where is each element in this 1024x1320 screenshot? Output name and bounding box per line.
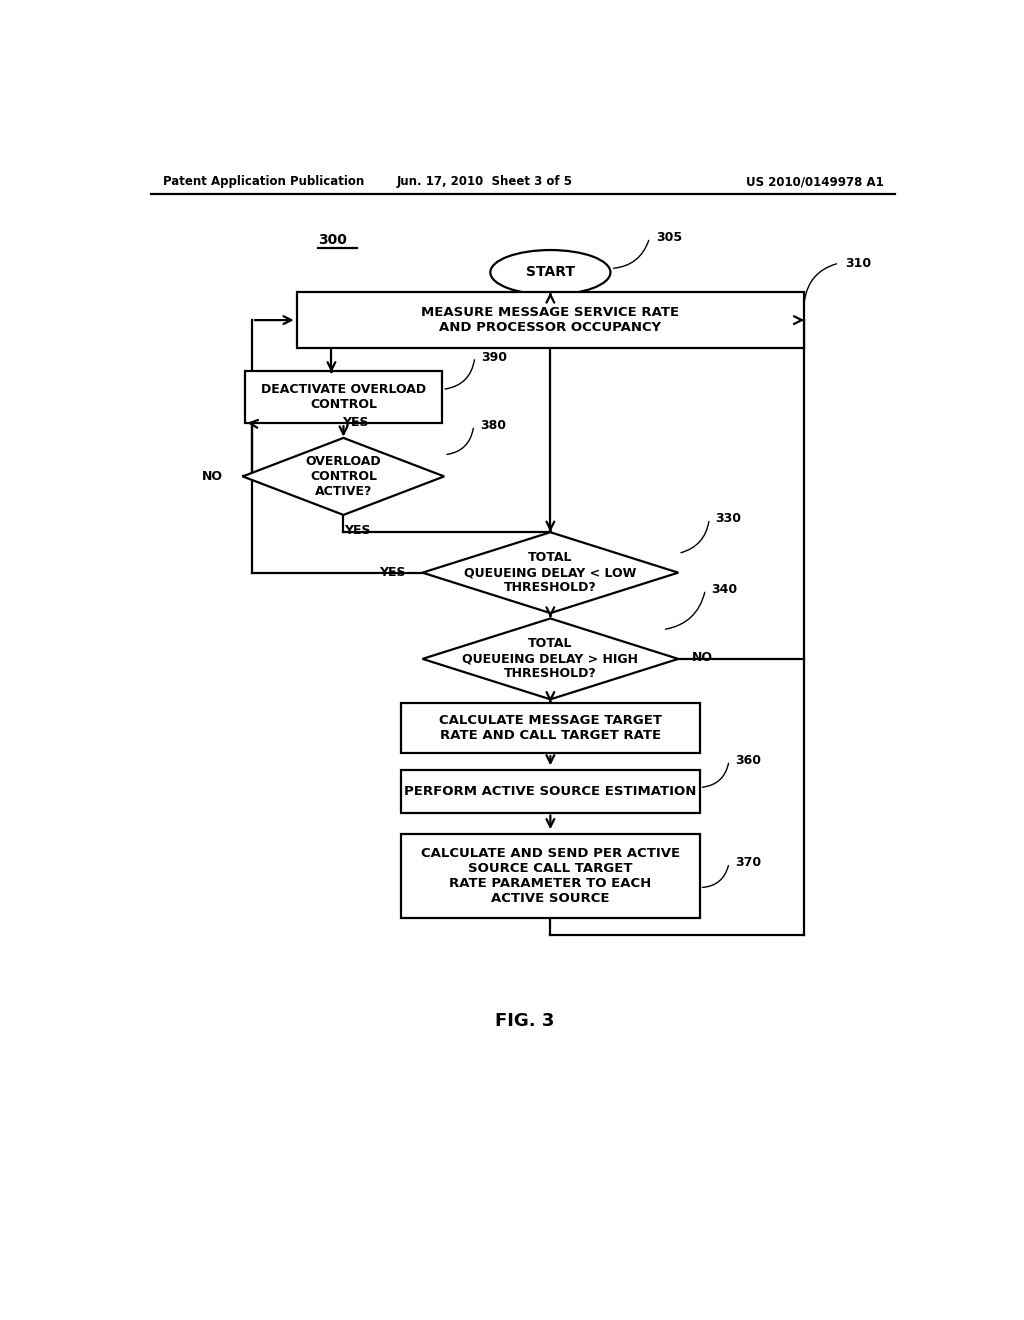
Text: TOTAL
QUEUEING DELAY > HIGH
THRESHOLD?: TOTAL QUEUEING DELAY > HIGH THRESHOLD? xyxy=(463,638,638,680)
Ellipse shape xyxy=(490,249,610,294)
FancyBboxPatch shape xyxy=(401,834,699,919)
Text: YES: YES xyxy=(344,524,371,537)
Polygon shape xyxy=(243,438,444,515)
Text: 340: 340 xyxy=(712,583,737,597)
Text: NO: NO xyxy=(554,623,574,636)
Text: 300: 300 xyxy=(317,232,347,247)
Text: 360: 360 xyxy=(735,754,761,767)
Text: NO: NO xyxy=(203,470,223,483)
Text: 370: 370 xyxy=(735,857,761,870)
Text: PERFORM ACTIVE SOURCE ESTIMATION: PERFORM ACTIVE SOURCE ESTIMATION xyxy=(404,785,696,797)
Polygon shape xyxy=(423,619,678,700)
Text: CALCULATE MESSAGE TARGET
RATE AND CALL TARGET RATE: CALCULATE MESSAGE TARGET RATE AND CALL T… xyxy=(439,714,662,742)
FancyBboxPatch shape xyxy=(401,770,699,813)
Text: 390: 390 xyxy=(481,351,507,363)
Text: Patent Application Publication: Patent Application Publication xyxy=(163,176,365,187)
Text: US 2010/0149978 A1: US 2010/0149978 A1 xyxy=(745,176,884,187)
Polygon shape xyxy=(423,532,678,612)
Text: YES: YES xyxy=(342,416,369,429)
Text: TOTAL
QUEUEING DELAY < LOW
THRESHOLD?: TOTAL QUEUEING DELAY < LOW THRESHOLD? xyxy=(464,552,637,594)
Text: DEACTIVATE OVERLOAD
CONTROL: DEACTIVATE OVERLOAD CONTROL xyxy=(261,383,426,411)
Text: 310: 310 xyxy=(845,256,871,269)
Text: FIG. 3: FIG. 3 xyxy=(496,1012,554,1030)
Text: YES: YES xyxy=(379,566,406,579)
Text: 305: 305 xyxy=(655,231,682,244)
Text: START: START xyxy=(526,265,574,280)
Text: 330: 330 xyxy=(716,512,741,525)
Text: MEASURE MESSAGE SERVICE RATE
AND PROCESSOR OCCUPANCY: MEASURE MESSAGE SERVICE RATE AND PROCESS… xyxy=(421,306,680,334)
Text: 350: 350 xyxy=(627,702,652,715)
Text: CALCULATE AND SEND PER ACTIVE
SOURCE CALL TARGET
RATE PARAMETER TO EACH
ACTIVE S: CALCULATE AND SEND PER ACTIVE SOURCE CAL… xyxy=(421,847,680,906)
FancyBboxPatch shape xyxy=(245,371,442,424)
Text: NO: NO xyxy=(692,651,713,664)
Text: OVERLOAD
CONTROL
ACTIVE?: OVERLOAD CONTROL ACTIVE? xyxy=(305,455,381,498)
FancyBboxPatch shape xyxy=(297,293,804,348)
Text: 380: 380 xyxy=(480,418,506,432)
Text: Jun. 17, 2010  Sheet 3 of 5: Jun. 17, 2010 Sheet 3 of 5 xyxy=(396,176,572,187)
Text: YES: YES xyxy=(551,709,578,722)
FancyBboxPatch shape xyxy=(401,704,699,754)
